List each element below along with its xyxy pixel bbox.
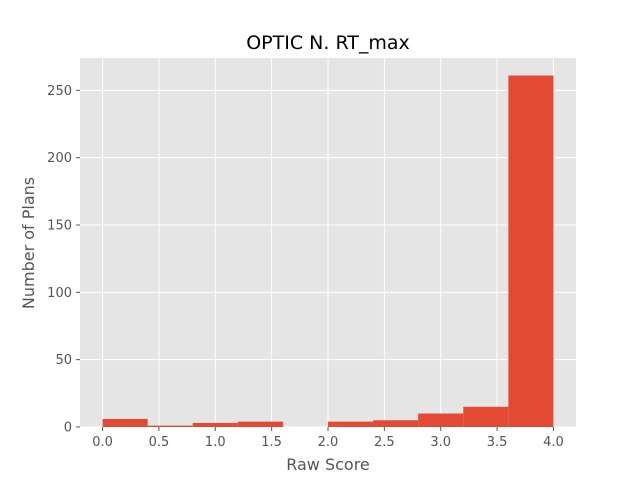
y-tick-label: 200 — [47, 151, 72, 166]
x-ticks: 0.0 0.5 1.0 1.5 2.0 2.5 3.0 3.5 4.0 — [92, 427, 564, 450]
y-ticks: 0 50 100 150 200 250 — [47, 84, 80, 436]
histogram-bar — [463, 406, 509, 427]
x-tick-label: 1.5 — [261, 435, 282, 450]
x-tick-label: 2.5 — [374, 435, 395, 450]
histogram-bar — [237, 421, 283, 427]
x-tick-label: 0.5 — [149, 435, 170, 450]
y-tick-label: 0 — [64, 421, 72, 436]
histogram-bar — [192, 422, 238, 427]
histogram-bar — [102, 418, 148, 427]
x-tick-label: 0.0 — [92, 435, 113, 450]
x-tick-label: 1.0 — [205, 435, 226, 450]
chart-title: OPTIC N. RT_max — [246, 32, 410, 54]
x-tick-label: 4.0 — [543, 435, 564, 450]
y-tick-label: 150 — [47, 218, 72, 233]
y-tick-label: 100 — [47, 286, 72, 301]
x-axis-label: Raw Score — [286, 455, 370, 474]
histogram-bar — [508, 75, 554, 428]
x-tick-label: 3.0 — [430, 435, 451, 450]
y-tick-label: 50 — [55, 353, 72, 368]
y-tick-label: 250 — [47, 84, 72, 99]
histogram-bar — [328, 421, 374, 427]
x-tick-label: 2.0 — [318, 435, 339, 450]
histogram-bar — [418, 413, 464, 427]
y-axis-label: Number of Plans — [19, 177, 38, 309]
histogram-bar — [147, 425, 193, 427]
x-tick-label: 3.5 — [487, 435, 508, 450]
bars-group — [102, 75, 554, 428]
histogram-bar — [373, 420, 419, 427]
